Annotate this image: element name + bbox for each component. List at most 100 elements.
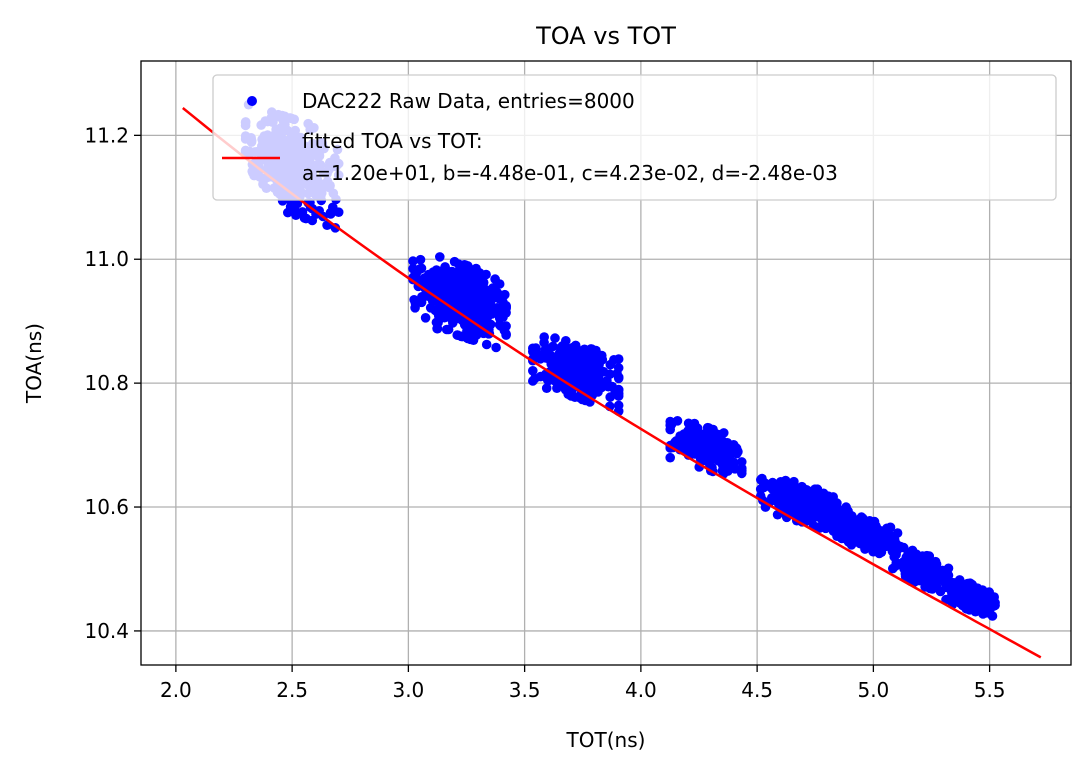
data-point bbox=[854, 516, 864, 527]
data-point bbox=[678, 438, 689, 448]
data-point bbox=[435, 252, 445, 262]
data-point bbox=[836, 533, 847, 544]
data-point bbox=[491, 342, 501, 353]
data-point bbox=[860, 538, 871, 549]
data-point bbox=[863, 526, 873, 537]
data-point bbox=[449, 256, 460, 267]
data-point bbox=[767, 477, 778, 488]
data-point bbox=[333, 207, 344, 217]
y-tick-label: 11.2 bbox=[84, 123, 129, 147]
data-point bbox=[552, 361, 563, 372]
x-axis-title: TOT(ns) bbox=[566, 728, 646, 752]
data-point bbox=[528, 376, 538, 386]
data-point bbox=[571, 372, 581, 382]
legend-label-scatter: DAC222 Raw Data, entries=8000 bbox=[302, 89, 635, 113]
data-point bbox=[821, 513, 831, 523]
x-tick-label: 4.0 bbox=[625, 678, 657, 702]
data-point bbox=[685, 448, 696, 458]
data-point bbox=[890, 561, 901, 571]
data-point bbox=[789, 493, 800, 504]
data-point bbox=[494, 319, 505, 330]
data-point bbox=[541, 383, 552, 394]
data-point bbox=[941, 594, 951, 605]
data-point bbox=[724, 453, 735, 464]
data-point bbox=[925, 570, 936, 581]
data-point bbox=[737, 457, 747, 467]
data-point bbox=[728, 440, 739, 450]
data-point bbox=[821, 521, 831, 532]
x-tick-label: 2.0 bbox=[160, 678, 192, 702]
x-tick-label: 4.5 bbox=[741, 678, 773, 702]
data-point bbox=[468, 266, 478, 277]
y-tick-label: 11.0 bbox=[84, 247, 129, 271]
data-point bbox=[613, 373, 624, 384]
data-point bbox=[944, 580, 955, 590]
data-point bbox=[481, 339, 492, 350]
data-point bbox=[291, 210, 301, 220]
data-point bbox=[605, 392, 615, 402]
data-point bbox=[446, 274, 457, 284]
data-point bbox=[925, 583, 935, 594]
data-point bbox=[693, 436, 703, 447]
data-point bbox=[943, 563, 954, 574]
data-point bbox=[415, 254, 426, 265]
data-point bbox=[576, 352, 586, 363]
data-point bbox=[869, 516, 880, 527]
x-tick-label: 3.5 bbox=[509, 678, 541, 702]
data-point bbox=[570, 340, 581, 351]
data-point bbox=[566, 361, 576, 371]
data-point bbox=[775, 487, 786, 497]
data-point bbox=[665, 452, 675, 463]
data-point bbox=[419, 273, 430, 283]
y-tick-label: 10.4 bbox=[84, 619, 129, 643]
data-point bbox=[978, 591, 988, 602]
data-point bbox=[471, 330, 482, 340]
data-point bbox=[773, 495, 783, 506]
data-point bbox=[577, 394, 587, 405]
data-point bbox=[666, 419, 677, 430]
data-point bbox=[895, 541, 906, 552]
data-point bbox=[811, 495, 821, 505]
legend-marker-scatter bbox=[247, 96, 257, 106]
data-point bbox=[868, 536, 879, 546]
data-point bbox=[925, 559, 935, 570]
data-point bbox=[990, 598, 1000, 608]
data-point bbox=[408, 256, 418, 266]
data-point bbox=[958, 589, 968, 600]
data-point bbox=[535, 371, 546, 382]
data-point bbox=[554, 352, 565, 362]
data-point bbox=[528, 366, 538, 376]
data-point bbox=[834, 525, 845, 536]
data-point bbox=[808, 508, 818, 519]
y-axis-title: TOA(ns) bbox=[22, 323, 46, 404]
data-point bbox=[903, 548, 914, 559]
x-tick-label: 3.0 bbox=[392, 678, 424, 702]
chart-title: TOA vs TOT bbox=[535, 22, 676, 50]
data-point bbox=[737, 465, 747, 476]
data-point bbox=[446, 312, 457, 323]
data-point bbox=[539, 337, 549, 348]
data-point bbox=[410, 298, 421, 308]
data-point bbox=[576, 361, 587, 372]
legend: DAC222 Raw Data, entries=8000 fitted TOA… bbox=[212, 74, 1057, 201]
data-point bbox=[550, 333, 560, 343]
data-point bbox=[443, 287, 454, 298]
data-point bbox=[590, 369, 601, 379]
data-point bbox=[793, 485, 803, 496]
data-point bbox=[486, 292, 496, 303]
data-point bbox=[466, 296, 477, 307]
data-point bbox=[568, 350, 579, 361]
data-point bbox=[917, 551, 928, 561]
data-point bbox=[605, 359, 616, 370]
data-point bbox=[971, 597, 981, 607]
data-point bbox=[455, 290, 466, 300]
data-point bbox=[613, 388, 624, 399]
data-point bbox=[501, 329, 511, 339]
data-point bbox=[307, 215, 318, 226]
data-point bbox=[829, 496, 839, 507]
data-point bbox=[703, 440, 713, 450]
data-point bbox=[870, 525, 881, 536]
data-point bbox=[591, 345, 601, 356]
data-point bbox=[793, 504, 803, 514]
